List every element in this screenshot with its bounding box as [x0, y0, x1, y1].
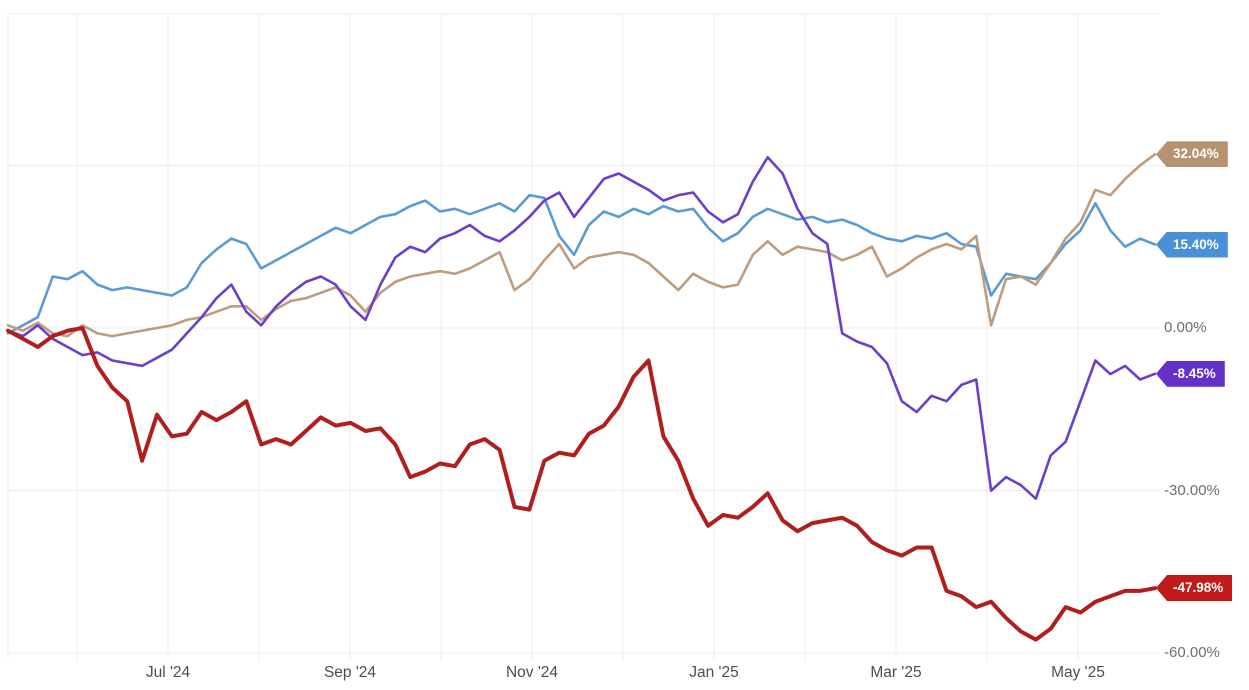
- final-value-badge-blue-line: 15.40%: [1156, 231, 1228, 258]
- x-axis-label: Jan '25: [689, 664, 739, 681]
- x-axis-label: Jul '24: [145, 664, 191, 681]
- series-path-tan-line: [6, 153, 1157, 338]
- x-axis-label: Nov '24: [505, 664, 559, 681]
- series-path-red-line: [6, 326, 1157, 642]
- series-path-blue-line: [6, 193, 1157, 335]
- x-axis-label: Mar '25: [870, 664, 922, 681]
- y-axis-label: 0.00%: [1164, 319, 1207, 336]
- final-value-badge-purple-line: -8.45%: [1156, 360, 1225, 387]
- final-value-badge-red-line: -47.98%: [1156, 575, 1233, 602]
- x-axis-label: May '25: [1051, 664, 1105, 681]
- y-axis-label: -30.00%: [1164, 481, 1220, 499]
- final-value-badge-tan-line: 32.04%: [1156, 141, 1228, 168]
- series-path-purple-line: [6, 156, 1157, 500]
- x-axis-label: Sep '24: [323, 664, 377, 681]
- y-axis-label: -60.00%: [1164, 644, 1220, 662]
